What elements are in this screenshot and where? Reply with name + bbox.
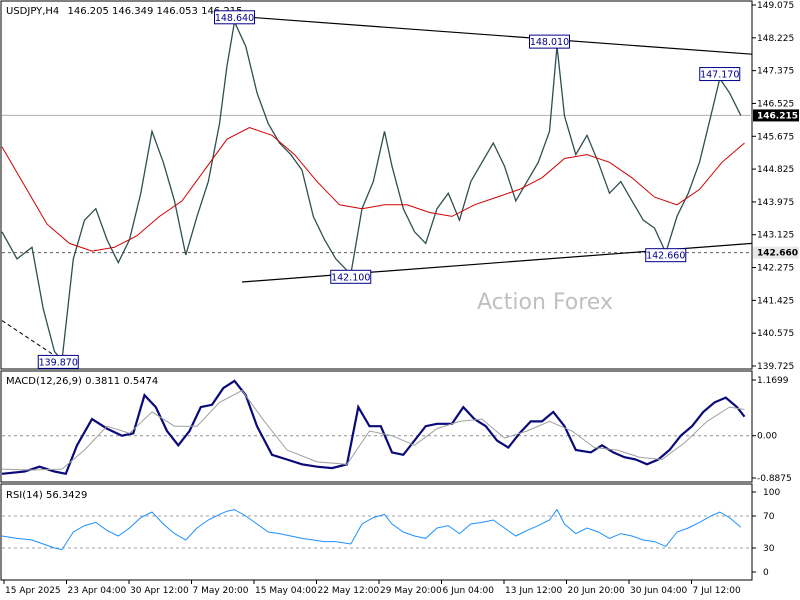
price-tick-label: 142.275: [757, 264, 794, 274]
rsi-tick-label: 70: [763, 512, 775, 522]
price-tick-label: 140.575: [757, 329, 794, 339]
rsi-tick-label: 0: [763, 568, 769, 578]
swing-label-text: 147.170: [700, 70, 739, 81]
price-panel: [0, 0, 753, 370]
macd-signal-line: [1, 389, 745, 471]
swing-label-box: [645, 248, 687, 263]
price-tick-label: 143.125: [757, 231, 794, 241]
dashed-trendline: [1, 320, 63, 361]
price-tick-label: 143.975: [757, 198, 794, 208]
moving-average-line: [1, 127, 745, 252]
time-tick-label: 7 Jul 12:00: [693, 586, 742, 596]
time-tick-label: 29 May 20:00: [380, 586, 442, 596]
price-axis: 149.075 148.225 147.375 146.525 145.675 144.8…: [752, 1, 799, 372]
upper-trendline: [226, 15, 753, 55]
macd-axis: 1.1699 0.00 -0.8875: [752, 376, 792, 484]
swing-label-text: 139.870: [39, 357, 78, 368]
swing-label-box: [214, 10, 255, 25]
swing-label-box: [529, 34, 570, 49]
time-tick-label: 23 Apr 04:00: [68, 586, 127, 596]
price-tick-label: 146.525: [757, 99, 794, 109]
time-tick-label: 30 Apr 12:00: [130, 586, 189, 596]
time-tick-label: 6 Jun 04:00: [443, 586, 495, 596]
symbol-label: USDJPY,H4: [6, 6, 59, 17]
time-tick-label: 15 May 04:00: [255, 586, 317, 596]
swing-label-text: 142.100: [331, 272, 370, 283]
swing-label-box: [37, 354, 79, 369]
price-tick-label: 149.075: [757, 1, 794, 11]
price-tick-label: 147.375: [757, 67, 794, 77]
time-tick-label: 20 Jun 20:00: [568, 586, 625, 596]
price-tick-label: 148.225: [757, 34, 794, 44]
time-tick-label: 22 May 12:00: [318, 586, 380, 596]
rsi-line: [1, 508, 742, 551]
ohlc-label: 146.205 146.349 146.053 146.215: [67, 6, 242, 17]
swing-label-box: [330, 269, 372, 284]
macd-plot: [1, 379, 752, 476]
time-axis: 15 Apr 2025 23 Apr 04:00 30 Apr 12:00 7 May…: [3, 580, 742, 596]
time-tick-label: 13 Jun 12:00: [505, 586, 562, 596]
price-tick-label: 145.675: [757, 132, 794, 142]
swing-label-text: 148.640: [215, 13, 254, 24]
price-panel-header: USDJPY,H4 146.205 146.349 146.053 146.21…: [6, 6, 242, 17]
swing-label-text: 148.010: [530, 37, 569, 48]
rsi-title: RSI(14) 56.3429: [6, 490, 87, 501]
swing-label-box: [699, 67, 741, 82]
current-price-badge: [753, 109, 799, 122]
time-tick-label: 7 May 20:00: [193, 586, 249, 596]
support-level-badge-text: 142.660: [757, 249, 798, 259]
rsi-plot: [1, 508, 752, 551]
support-level-badge: [753, 246, 799, 259]
rsi-tick-label: 100: [763, 488, 780, 498]
rsi-axis: 100 70 30 0: [752, 488, 780, 578]
macd-title: MACD(12,26,9) 0.3811 0.5474: [6, 376, 158, 387]
rsi-tick-label: 30: [763, 544, 775, 554]
macd-line: [1, 379, 746, 476]
macd-tick-label: -0.8875: [757, 474, 792, 484]
time-tick-label: 15 Apr 2025: [5, 586, 61, 596]
macd-tick-label: 1.1699: [757, 376, 789, 386]
current-price-badge-text: 146.215: [757, 111, 798, 121]
price-plot: 148.640 148.010 147.170 142.100 142.660 139.8…: [1, 10, 753, 369]
watermark: Action Forex: [477, 290, 613, 315]
price-tick-label: 144.825: [757, 165, 794, 175]
macd-tick-label: 0.00: [757, 432, 777, 442]
price-series-line: [1, 19, 742, 362]
time-tick-label: 30 Jun 04:00: [630, 586, 687, 596]
price-tick-label: 139.725: [757, 362, 794, 372]
rsi-panel: [0, 483, 753, 581]
price-tick-label: 141.425: [757, 296, 794, 306]
swing-label-text: 142.660: [646, 251, 685, 262]
